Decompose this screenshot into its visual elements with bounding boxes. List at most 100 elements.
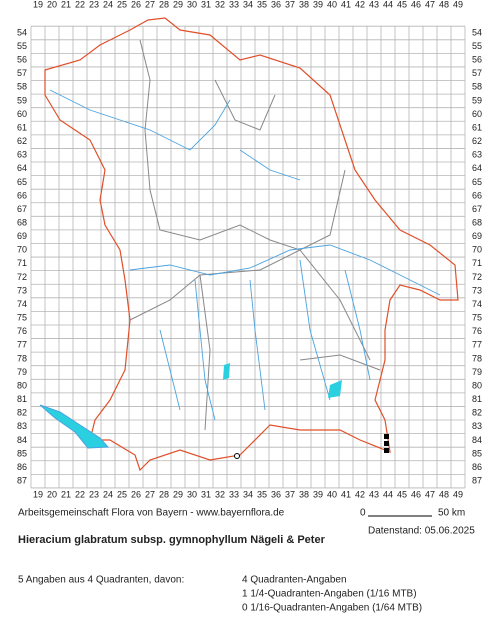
row-label: 56 <box>17 55 27 65</box>
column-label: 38 <box>299 0 309 9</box>
column-label: 49 <box>453 0 463 9</box>
column-label: 42 <box>355 489 365 499</box>
row-label: 78 <box>17 353 27 363</box>
row-label: 80 <box>472 380 482 390</box>
column-label: 42 <box>355 0 365 9</box>
row-label: 70 <box>472 245 482 255</box>
occurrence-marker <box>234 453 240 459</box>
summary: 5 Angaben aus 4 Quadranten, davon: <box>18 575 184 586</box>
column-label: 46 <box>411 489 421 499</box>
row-label: 86 <box>472 462 482 472</box>
row-label: 84 <box>17 435 27 445</box>
column-label: 19 <box>33 489 43 499</box>
row-label: 71 <box>17 258 27 268</box>
row-label: 55 <box>17 41 27 51</box>
row-label: 65 <box>17 177 27 187</box>
row-label: 59 <box>472 95 482 105</box>
column-label: 23 <box>89 489 99 499</box>
column-label: 25 <box>117 0 127 9</box>
row-label: 81 <box>17 394 27 404</box>
title: Hieracium glabratum subsp. gymnophyllum … <box>18 534 326 546</box>
column-label: 34 <box>243 0 253 9</box>
scale-end: 50 km <box>438 508 465 519</box>
lake <box>39 404 110 449</box>
row-label: 54 <box>472 27 482 37</box>
row-label: 69 <box>472 231 482 241</box>
occurrence-marker <box>384 434 389 439</box>
row-label: 83 <box>17 421 27 431</box>
row-label: 77 <box>17 340 27 350</box>
row-label: 66 <box>472 190 482 200</box>
credit: Arbeitsgemeinschaft Flora von Bayern - w… <box>18 508 285 519</box>
row-label: 55 <box>472 41 482 51</box>
column-label: 47 <box>425 489 435 499</box>
count-line: 1 1/4-Quadranten-Angaben (1/16 MTB) <box>242 589 417 600</box>
row-label: 54 <box>17 27 27 37</box>
district-border <box>129 39 381 431</box>
column-label: 29 <box>173 0 183 9</box>
row-label: 87 <box>17 476 27 486</box>
column-label: 21 <box>61 0 71 9</box>
row-label: 76 <box>472 326 482 336</box>
column-label: 30 <box>187 0 197 9</box>
column-label: 24 <box>103 0 113 9</box>
row-label: 58 <box>17 82 27 92</box>
row-label: 79 <box>472 367 482 377</box>
column-label: 45 <box>397 0 407 9</box>
row-label: 60 <box>17 109 27 119</box>
row-label: 61 <box>17 122 27 132</box>
row-label: 68 <box>17 217 27 227</box>
row-label: 67 <box>472 204 482 214</box>
column-label: 35 <box>257 489 267 499</box>
column-label: 40 <box>327 0 337 9</box>
column-label: 45 <box>397 489 407 499</box>
column-label: 22 <box>75 489 85 499</box>
column-label: 33 <box>229 489 239 499</box>
count-line: 0 1/16-Quadranten-Angaben (1/64 MTB) <box>242 603 422 614</box>
column-label: 23 <box>89 0 99 9</box>
column-label: 32 <box>215 0 225 9</box>
row-label: 60 <box>472 109 482 119</box>
column-label: 37 <box>285 0 295 9</box>
column-label: 36 <box>271 0 281 9</box>
row-label: 78 <box>472 353 482 363</box>
occurrence-marker <box>384 448 389 453</box>
row-label: 63 <box>17 150 27 160</box>
column-label: 49 <box>453 489 463 499</box>
column-label: 33 <box>229 0 239 9</box>
row-label: 72 <box>472 272 482 282</box>
row-label: 73 <box>472 285 482 295</box>
column-label: 48 <box>439 489 449 499</box>
count-line: 4 Quadranten-Angaben <box>242 575 347 586</box>
column-label: 37 <box>285 489 295 499</box>
column-label: 28 <box>159 0 169 9</box>
column-label: 27 <box>145 0 155 9</box>
column-label: 40 <box>327 489 337 499</box>
state-border <box>44 17 459 472</box>
column-label: 31 <box>201 0 211 9</box>
column-label: 48 <box>439 0 449 9</box>
column-label: 44 <box>383 489 393 499</box>
row-label: 57 <box>472 68 482 78</box>
column-label: 41 <box>341 0 351 9</box>
row-label: 66 <box>17 190 27 200</box>
row-label: 80 <box>17 380 27 390</box>
column-label: 20 <box>47 0 57 9</box>
column-label: 19 <box>33 0 43 9</box>
lake <box>223 363 342 398</box>
row-label: 82 <box>472 408 482 418</box>
column-label: 29 <box>173 489 183 499</box>
scale-start: 0 <box>360 508 366 519</box>
column-label: 26 <box>131 0 141 9</box>
column-label: 43 <box>369 0 379 9</box>
column-label: 32 <box>215 489 225 499</box>
row-label: 74 <box>472 299 482 309</box>
column-label: 21 <box>61 489 71 499</box>
row-label: 57 <box>17 68 27 78</box>
row-label: 82 <box>17 408 27 418</box>
column-label: 31 <box>201 489 211 499</box>
row-label: 68 <box>472 217 482 227</box>
row-label: 64 <box>472 163 482 173</box>
row-label: 75 <box>472 313 482 323</box>
